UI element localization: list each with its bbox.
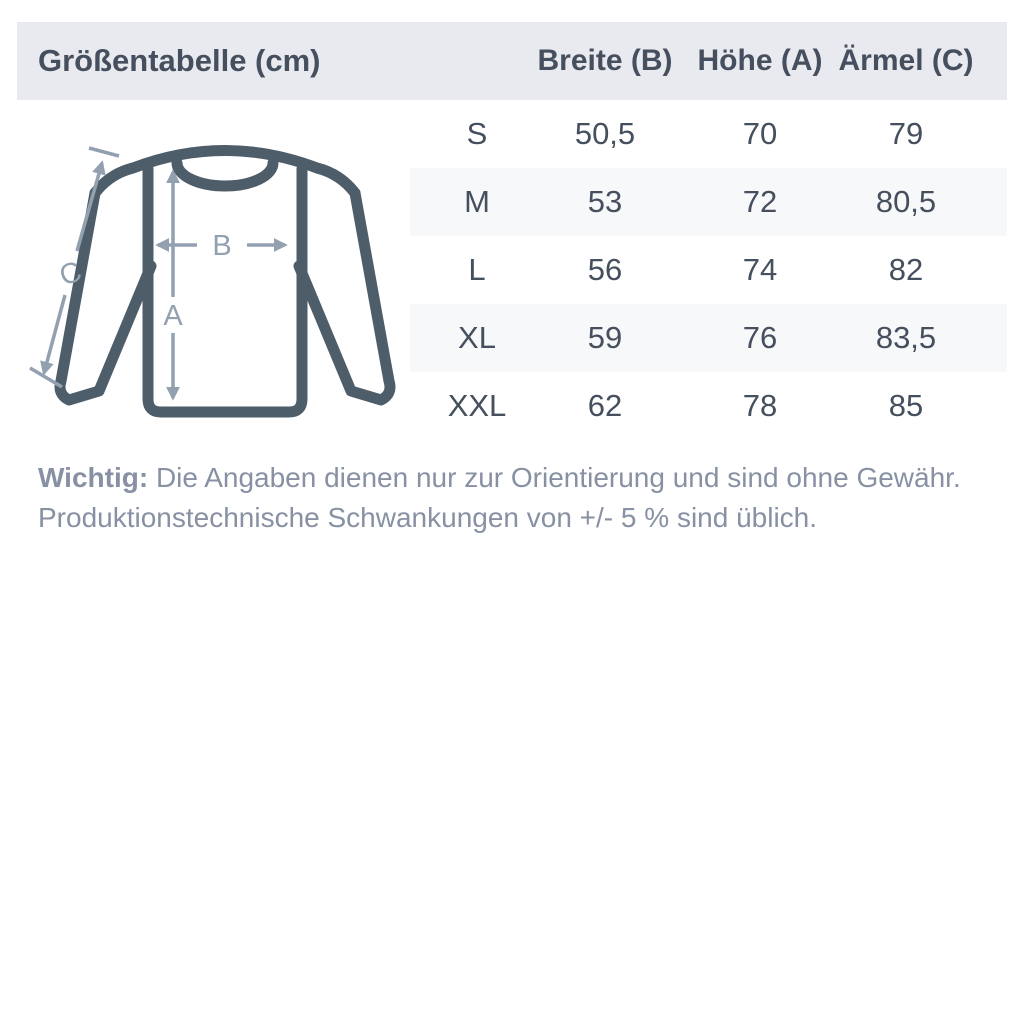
aermel-value: 80,5 bbox=[875, 184, 937, 219]
note-line-2: Produktionstechnische Schwankungen von +… bbox=[38, 502, 818, 533]
breite-value: 50,5 bbox=[574, 116, 636, 151]
table-row-xl: XL 59 76 83,5 bbox=[410, 304, 1007, 372]
sweater-body bbox=[142, 163, 308, 418]
note-bold-prefix: Wichtig: bbox=[38, 462, 149, 493]
sweater-outline-icon bbox=[54, 145, 396, 418]
size-label: XXL bbox=[447, 388, 507, 423]
hoehe-value: 70 bbox=[742, 116, 778, 151]
note-line-1-text: Die Angaben dienen nur zur Orientierung … bbox=[148, 462, 961, 493]
sweater-shoulders bbox=[89, 145, 361, 199]
column-header-hoehe: Höhe (A) bbox=[697, 44, 823, 77]
column-header-breite: Breite (B) bbox=[537, 44, 673, 77]
breite-value: 56 bbox=[587, 252, 623, 287]
page-title: Größentabelle (cm) bbox=[38, 43, 321, 78]
size-label: S bbox=[466, 116, 488, 151]
aermel-value: 85 bbox=[888, 388, 924, 423]
table-row-l: L 56 74 82 bbox=[410, 236, 1007, 304]
breite-value: 62 bbox=[587, 388, 623, 423]
breite-value: 59 bbox=[587, 320, 623, 355]
sweater-right-sleeve bbox=[293, 187, 396, 406]
arrow-c-tick-bottom bbox=[29, 366, 63, 389]
sweater-collar bbox=[171, 157, 279, 192]
table-row-xxl: XXL 62 78 85 bbox=[410, 372, 1007, 440]
arrow-c-tick-top bbox=[88, 146, 120, 158]
sweater-left-sleeve bbox=[54, 187, 157, 406]
size-label: L bbox=[468, 252, 486, 287]
column-header-aermel: Ärmel (C) bbox=[838, 44, 974, 77]
table-row-s: S 50,5 70 79 bbox=[410, 100, 1007, 168]
sweater-diagram-svg: A B C bbox=[29, 145, 396, 418]
hoehe-value: 76 bbox=[742, 320, 778, 355]
arrow-c-down bbox=[40, 294, 67, 376]
table-row-m: M 53 72 80,5 bbox=[410, 168, 1007, 236]
aermel-value: 82 bbox=[888, 252, 924, 287]
size-chart-header: Größentabelle (cm) Breite (B) Höhe (A) Ä… bbox=[17, 22, 1007, 100]
disclaimer-note: Wichtig: Die Angaben dienen nur zur Orie… bbox=[38, 458, 998, 538]
aermel-value: 79 bbox=[888, 116, 924, 151]
dimension-label-a: A bbox=[163, 300, 183, 332]
aermel-value: 83,5 bbox=[875, 320, 937, 355]
note-line-1: Wichtig: Die Angaben dienen nur zur Orie… bbox=[38, 458, 998, 498]
dimension-label-b: B bbox=[212, 230, 231, 262]
size-label: M bbox=[464, 184, 490, 219]
breite-value: 53 bbox=[587, 184, 623, 219]
size-table: S 50,5 70 79 M 53 72 80,5 L 56 74 82 XL … bbox=[410, 100, 1007, 440]
arrow-c-up bbox=[75, 160, 106, 252]
hoehe-value: 78 bbox=[742, 388, 778, 423]
dimension-arrows bbox=[29, 146, 288, 401]
hoehe-value: 72 bbox=[742, 184, 778, 219]
sweater-diagram: A B C bbox=[25, 135, 410, 435]
hoehe-value: 74 bbox=[742, 252, 778, 287]
size-label: XL bbox=[458, 320, 496, 355]
